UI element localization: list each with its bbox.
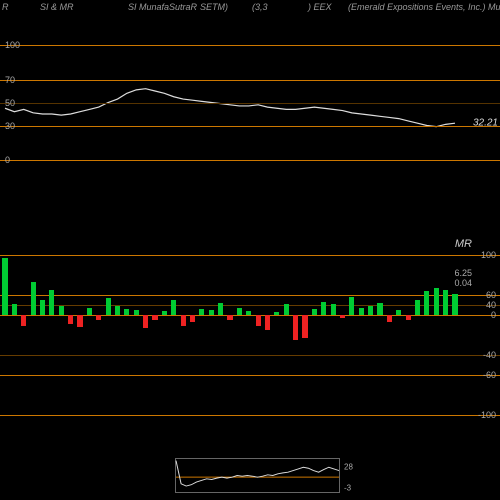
rsi-axis-label: 0 — [5, 155, 10, 165]
mr-axis-label: 40 — [486, 300, 496, 310]
mr-bar — [68, 315, 73, 324]
header-item: SI MunafaSutraR — [128, 2, 197, 12]
mr-bar — [190, 315, 195, 322]
mr-bar — [12, 304, 17, 315]
mini-line-chart — [176, 459, 339, 492]
mr-bar — [406, 315, 411, 320]
mr-bar — [21, 315, 26, 326]
rsi-current-value: 32.21 — [473, 118, 498, 129]
rsi-panel: 030507010032.21 — [0, 45, 500, 160]
mr-bar — [443, 290, 448, 315]
mr-bar — [340, 315, 345, 318]
mr-bar — [237, 308, 242, 315]
mini-panel: 28-3 — [175, 458, 340, 493]
mr-bar — [143, 315, 148, 328]
mr-bar — [246, 311, 251, 315]
mr-bar — [199, 309, 204, 315]
mr-bar — [293, 315, 298, 340]
mr-side-label: 6.25 — [454, 268, 472, 278]
mr-axis-label: -60 — [483, 370, 496, 380]
mr-bar — [181, 315, 186, 326]
rsi-gridline — [0, 126, 500, 127]
mr-bar — [96, 315, 101, 320]
mr-bar — [2, 258, 7, 315]
mr-bar — [106, 298, 111, 315]
mr-bar — [40, 300, 45, 315]
mr-bar — [124, 309, 129, 315]
rsi-gridline — [0, 45, 500, 46]
mr-axis-label: 100 — [481, 250, 496, 260]
header-item: (3,3 — [252, 2, 268, 12]
mr-bar — [377, 303, 382, 315]
mr-bar — [77, 315, 82, 327]
mr-bar — [331, 304, 336, 315]
mr-bar — [312, 309, 317, 315]
mr-bar — [434, 288, 439, 315]
mr-gridline — [0, 415, 500, 416]
mr-bar — [209, 310, 214, 315]
rsi-axis-label: 50 — [5, 98, 15, 108]
rsi-gridline — [0, 160, 500, 161]
mr-axis-label: -100 — [478, 410, 496, 420]
rsi-axis-label: 100 — [5, 40, 20, 50]
mr-gridline — [0, 375, 500, 376]
mr-bar — [59, 306, 64, 315]
mini-label-bottom: -3 — [344, 484, 351, 493]
mr-bar — [396, 310, 401, 315]
mr-bar — [162, 311, 167, 315]
mr-panel: 04060100-40-60-1006.250.04 — [0, 255, 500, 455]
mr-bar — [415, 300, 420, 315]
mr-bar — [452, 294, 457, 315]
mr-bar — [171, 300, 176, 315]
mr-bar — [218, 303, 223, 315]
mr-axis-label: -40 — [483, 350, 496, 360]
rsi-gridline — [0, 80, 500, 81]
rsi-gridline — [0, 103, 500, 104]
mr-gridline — [0, 355, 500, 356]
mr-bar — [284, 304, 289, 315]
mr-bar — [274, 312, 279, 315]
mr-bar — [387, 315, 392, 322]
mr-bar — [424, 291, 429, 315]
mr-bar — [349, 297, 354, 315]
mr-bar — [115, 306, 120, 315]
mr-bar — [368, 306, 373, 315]
mr-axis-label: 60 — [486, 290, 496, 300]
mr-bar — [152, 315, 157, 320]
mini-label-top: 28 — [344, 463, 353, 472]
mr-bar — [49, 290, 54, 315]
header-item: R — [2, 2, 9, 12]
mr-gridline — [0, 315, 500, 316]
mr-axis-label: 0 — [491, 310, 496, 320]
mr-side-label: 0.04 — [454, 278, 472, 288]
mr-label: MR — [455, 238, 472, 250]
rsi-axis-label: 30 — [5, 121, 15, 131]
mr-bar — [302, 315, 307, 338]
mr-bar — [321, 302, 326, 315]
header-item: (Emerald Expositions Events, Inc.) Muna — [348, 2, 500, 12]
mr-bar — [265, 315, 270, 330]
mr-bar — [134, 310, 139, 315]
header-item: ) EEX — [308, 2, 332, 12]
mr-bar — [31, 282, 36, 315]
header-item: SI & MR — [40, 2, 74, 12]
mr-bar — [87, 308, 92, 315]
mr-bar — [359, 308, 364, 315]
header-item: SETM) — [200, 2, 228, 12]
mr-bar — [256, 315, 261, 326]
mr-bar — [227, 315, 232, 320]
mr-gridline — [0, 255, 500, 256]
rsi-axis-label: 70 — [5, 75, 15, 85]
